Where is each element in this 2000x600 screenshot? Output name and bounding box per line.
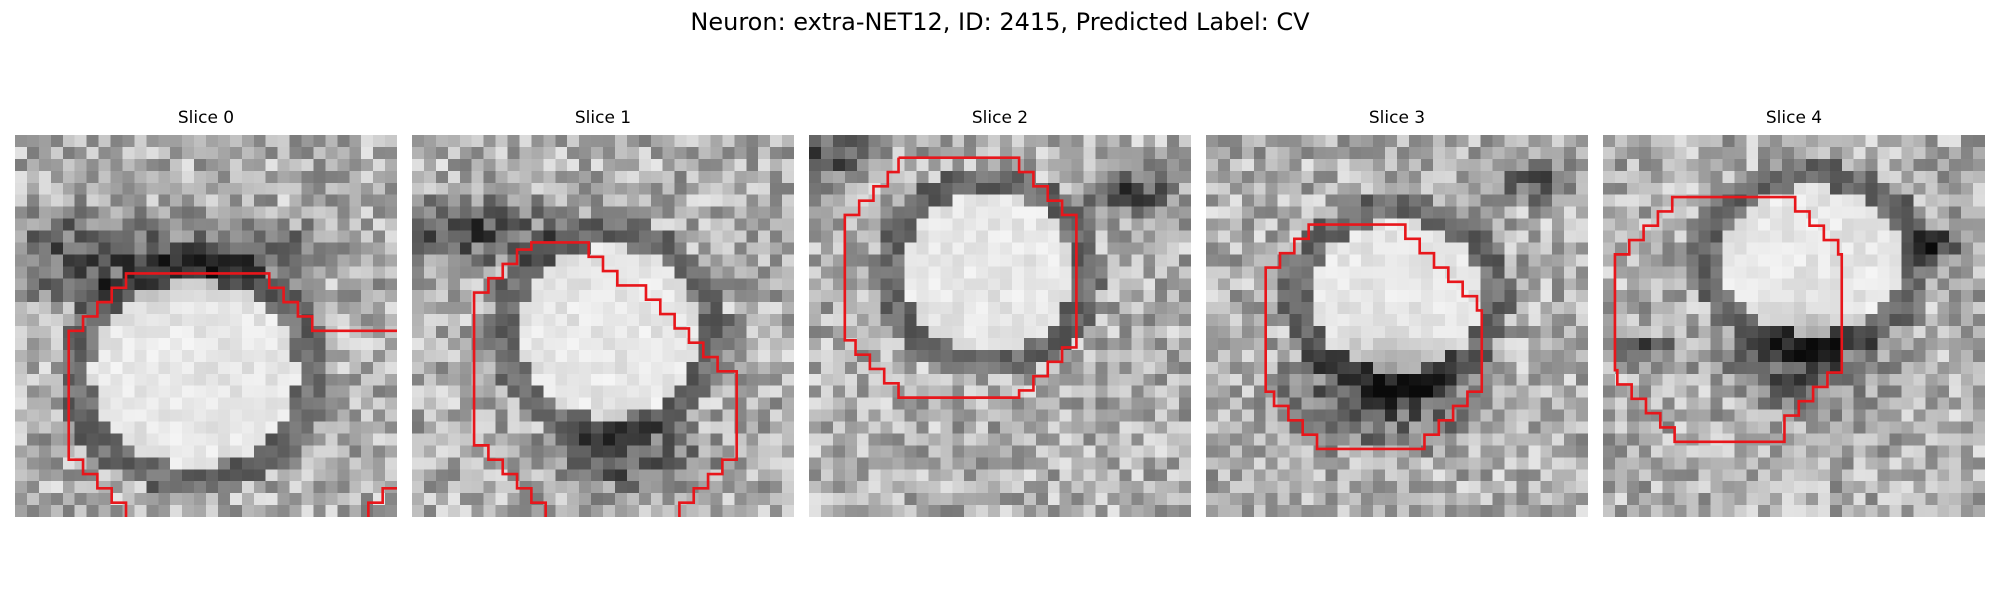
slice-title: Slice 0 (177, 108, 235, 128)
slice-image (1206, 135, 1588, 517)
slice-panel-3: Slice 3 (1206, 107, 1588, 517)
slice-image (15, 135, 397, 517)
slice-image-svg (1603, 135, 1985, 517)
slice-panel-2: Slice 2 (809, 107, 1191, 517)
slice-image-svg (1206, 135, 1588, 517)
neuron-contour-fragment (367, 487, 397, 517)
slice-image (412, 135, 794, 517)
neuron-contour (472, 241, 739, 517)
neuron-contour (1264, 223, 1484, 451)
slice-title: Slice 2 (971, 108, 1029, 128)
slice-panel-0: Slice 0 (15, 107, 397, 517)
neuron-contour (67, 272, 397, 517)
slice-title: Slice 4 (1765, 108, 1823, 128)
slice-image-svg (809, 135, 1191, 517)
figure-title: Neuron: extra-NET12, ID: 2415, Predicted… (690, 8, 1310, 36)
slice-image-svg (412, 135, 794, 517)
slice-image-svg (15, 135, 397, 517)
slice-title: Slice 1 (574, 108, 632, 128)
neuron-contour (1613, 195, 1844, 444)
slice-panel-4: Slice 4 (1603, 107, 1985, 517)
slice-panel-1: Slice 1 (412, 107, 794, 517)
slice-title: Slice 3 (1368, 108, 1426, 128)
slice-image (1603, 135, 1985, 517)
neuron-contour (843, 156, 1078, 399)
slice-image (809, 135, 1191, 517)
